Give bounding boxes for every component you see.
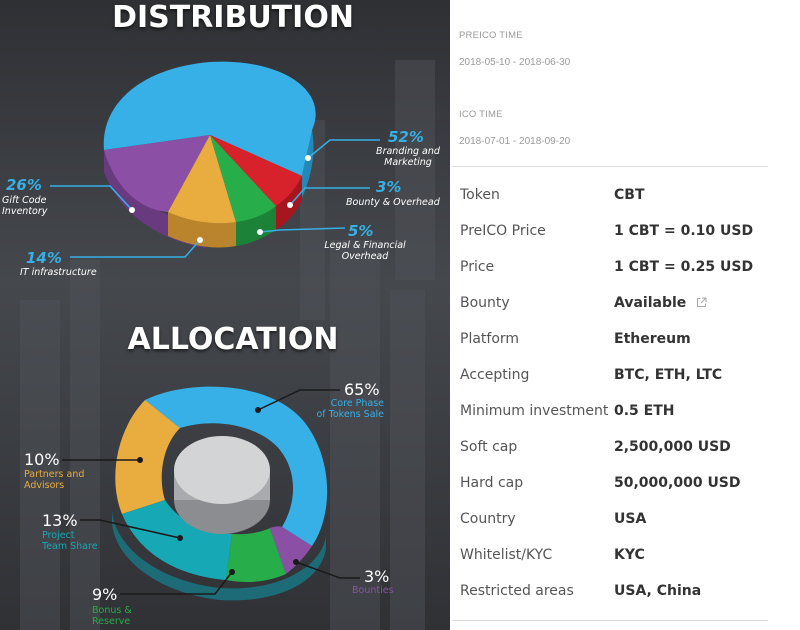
detail-value: 0.5 ETH [614,403,675,419]
detail-key: Whitelist/KYC [460,547,553,563]
allocation-title: ALLOCATION [127,322,339,357]
pie-slice-legal-financial [210,135,276,222]
detail-value: 1 CBT = 0.25 USD [614,259,754,275]
detail-value: USA [614,511,647,527]
external-link-icon[interactable] [696,297,707,308]
dist-label-gift-code: 26% [6,176,42,194]
detail-row-hard-cap: Hard cap 50,000,000 USD [452,466,768,502]
alloc-label-team: 13% [42,511,78,530]
detail-value: Ethereum [614,331,691,347]
detail-value: BTC, ETH, LTC [614,367,723,383]
dist-desc-bounty: Bounty & Overhead [346,197,440,208]
detail-row-accepting: Accepting BTC, ETH, LTC [452,358,768,394]
detail-value: CBT [614,187,645,203]
detail-row-token: Token CBT [452,178,768,214]
dist-label-branding: 52% [388,128,424,146]
detail-key: Restricted areas [460,583,574,599]
detail-row-country: Country USA [452,502,768,538]
preico-time-value: 2018-05-10 - 2018-06-30 [459,57,571,68]
detail-key: Price [460,259,495,275]
ico-time-value: 2018-07-01 - 2018-09-20 [459,136,571,147]
dist-desc-branding: Branding and Marketing [376,146,440,168]
detail-value: USA, China [614,583,702,599]
detail-key: Hard cap [460,475,524,491]
donut-slice-bounties [270,526,312,574]
dist-desc-gift-code: Gift Code Inventory [2,195,48,217]
detail-key: Bounty [460,295,510,311]
ico-time-label: ICO TIME [459,109,503,120]
bounty-link[interactable]: Available [614,295,707,311]
detail-row-minimum-investment: Minimum investment 0.5 ETH [452,394,768,430]
detail-value: KYC [614,547,645,563]
distribution-pie [103,61,316,248]
donut-slice-core-phase [145,386,328,546]
detail-row-preico-price: PreICO Price 1 CBT = 0.10 USD [452,214,768,250]
alloc-label-bounties: 3% [364,567,390,586]
detail-value: 50,000,000 USD [614,475,741,491]
detail-key: Accepting [460,367,530,383]
detail-row-platform: Platform Ethereum [452,322,768,358]
donut-slice-team-share [122,500,232,580]
alloc-desc-core: Core Phase of Tokens Sale [316,398,384,420]
dist-label-legal: 5% [348,222,374,240]
detail-key: Minimum investment [460,403,609,419]
alloc-desc-partners: Partners and Advisors [24,469,85,491]
detail-key: Soft cap [460,439,518,455]
detail-row-soft-cap: Soft cap 2,500,000 USD [452,430,768,466]
divider-top [452,166,768,167]
pie-slice-gift-code-inventory [104,135,210,212]
token-distribution-infographic: DISTRIBUTION ALLOCATION [0,0,450,630]
alloc-label-bonus: 9% [92,585,118,604]
detail-row-price: Price 1 CBT = 0.25 USD [452,250,768,286]
detail-key: Country [460,511,516,527]
dist-desc-legal: Legal & Financial Overhead [324,240,406,262]
detail-row-restricted-areas: Restricted areas USA, China [452,574,768,610]
pie-slice-branding-marketing [103,61,316,177]
donut-slice-partners-advisors [115,400,180,514]
detail-value: 2,500,000 USD [614,439,731,455]
detail-key: PreICO Price [460,223,546,239]
detail-row-whitelist-kyc: Whitelist/KYC KYC [452,538,768,574]
allocation-donut [111,386,328,601]
pie-slice-bounty-overhead [210,135,302,206]
alloc-desc-team: Project Team Share [42,530,98,552]
alloc-label-core: 65% [344,380,380,399]
dist-label-bounty: 3% [376,178,402,196]
dist-desc-it: IT infrastructure [20,267,97,278]
donut-slice-bonus-reserve [226,528,286,582]
pie-slice-it-infrastructure [168,135,236,224]
alloc-desc-bounties: Bounties [352,585,394,596]
distribution-title: DISTRIBUTION [112,0,354,35]
distribution-pie-chart [50,61,380,601]
detail-row-bounty: Bounty Available [452,286,768,322]
preico-time-label: PREICO TIME [459,30,523,41]
divider-bottom [452,620,768,621]
alloc-label-partners: 10% [24,450,60,469]
bounty-link-label[interactable]: Available [614,295,687,311]
detail-value: 1 CBT = 0.10 USD [614,223,754,239]
dist-label-it: 14% [26,249,62,267]
detail-key: Platform [460,331,520,347]
detail-key: Token [460,187,500,203]
alloc-desc-bonus: Bonus & Reserve [92,605,132,627]
ico-details-panel: PREICO TIME 2018-05-10 - 2018-06-30 ICO … [452,0,768,630]
